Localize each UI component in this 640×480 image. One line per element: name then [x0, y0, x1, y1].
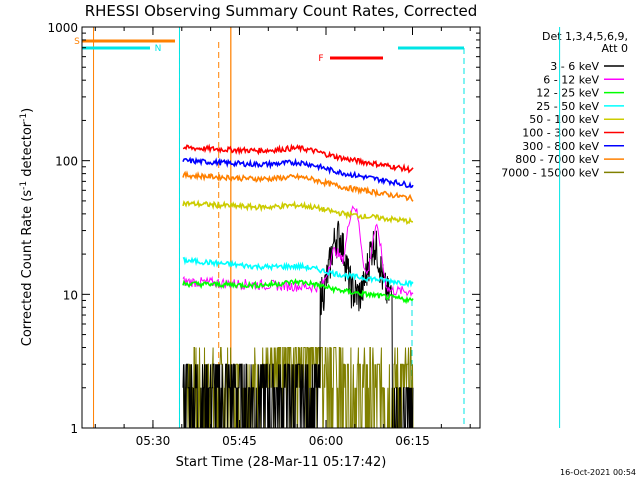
- series-300-800-kev: [182, 156, 414, 189]
- legend-label: 3 - 6 keV: [550, 60, 599, 73]
- night-label: N: [155, 44, 162, 54]
- x-tick-label: 05:45: [222, 434, 257, 448]
- legend-label: 6 - 12 keV: [543, 73, 599, 86]
- saa-label: S: [74, 37, 80, 47]
- x-axis-label: Start Time (28-Mar-11 05:17:42): [176, 455, 387, 470]
- legend-label: 7000 - 15000 keV: [501, 166, 599, 179]
- y-tick-label: 1000: [47, 21, 78, 35]
- plot-frame: [81, 26, 481, 429]
- series-7000-15000-kev: [183, 347, 414, 429]
- legend-label: 50 - 100 keV: [529, 113, 599, 126]
- legend-label: 100 - 300 keV: [522, 127, 599, 140]
- timestamp: 16-Oct-2021 00:54: [560, 468, 636, 477]
- x-tick-label: 06:15: [395, 434, 430, 448]
- legend-label: 300 - 800 keV: [522, 140, 599, 153]
- y-tick-label: 1: [70, 422, 78, 436]
- x-tick-label: 06:00: [309, 434, 344, 448]
- legend-label: 25 - 50 keV: [536, 100, 599, 113]
- y-tick-label: 100: [55, 155, 78, 169]
- y-tick-label: 10: [63, 288, 78, 302]
- series-25-50-kev: [182, 256, 414, 288]
- y-axis-label: Corrected Count Rate (s-1 detector-1): [19, 108, 35, 346]
- series-3-6-kev: [182, 220, 414, 429]
- series-12-25-kev: [182, 277, 414, 305]
- flare-label: F: [318, 54, 323, 64]
- series-50-100-kev: [182, 199, 414, 225]
- series-800-7000-kev: [182, 170, 414, 202]
- series-100-300-kev: [182, 143, 414, 174]
- legend-label: 12 - 25 keV: [536, 87, 599, 100]
- legend-header-line2: Att 0: [602, 42, 628, 55]
- x-tick-label: 05:30: [136, 434, 171, 448]
- legend-header-line1: Det 1,3,4,5,6,9,: [542, 30, 628, 43]
- legend-label: 800 - 7000 keV: [515, 153, 599, 166]
- chart-title: RHESSI Observing Summary Count Rates, Co…: [85, 2, 478, 20]
